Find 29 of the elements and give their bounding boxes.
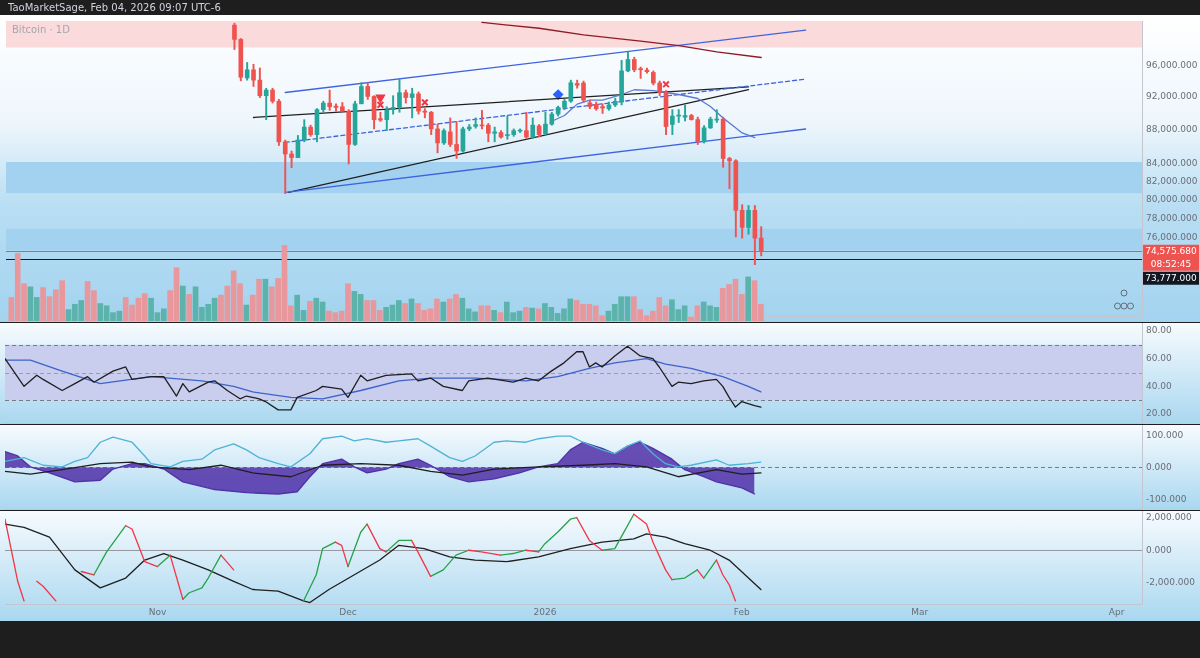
x-tick-label: 2026 (533, 606, 557, 617)
y-tick-label: 76,000.000 (1146, 231, 1198, 242)
y-tick-label: 84,000.000 (1146, 158, 1198, 169)
y-tick-label: 80.00 (1146, 325, 1173, 336)
ref-line-label: 74,575.680 (1145, 245, 1198, 256)
y-tick-label: 100.000 (1146, 429, 1184, 440)
y-tick-label: 60.00 (1146, 353, 1173, 364)
y-tick-label: 92,000.000 (1146, 91, 1198, 102)
y-tick-label: 40.00 (1146, 380, 1173, 391)
x-tick-label: Mar (911, 606, 929, 617)
x-tick-label: Feb (733, 606, 751, 617)
y-tick-label: 82,000.000 (1146, 175, 1198, 186)
chart-title: Bitcoin · 1D (12, 23, 71, 35)
ref-line-label: 73,777.000 (1145, 272, 1198, 283)
text: 08:52:45 (1150, 258, 1192, 269)
y-tick-label: -100.000 (1146, 493, 1187, 504)
y-tick-label: 20.00 (1146, 408, 1173, 419)
x-tick-label: Dec (339, 606, 357, 617)
y-tick-label: 80,000.000 (1146, 194, 1198, 205)
x-tick-label: Nov (148, 606, 167, 617)
y-tick-label: 0.000 (1146, 544, 1173, 555)
y-tick-label: 88,000.000 (1146, 123, 1198, 134)
y-tick-label: 78,000.000 (1146, 212, 1198, 223)
x-tick-label: Apr (1108, 606, 1125, 617)
y-tick-label: 96,000.000 (1146, 59, 1198, 70)
y-tick-label: -2,000.000 (1146, 577, 1196, 588)
y-tick-label: 2,000.000 (1146, 511, 1193, 522)
y-tick-label: 0.000 (1146, 461, 1173, 472)
text: TaoMarketSage, Feb 04, 2026 09:07 UTC-6 (7, 1, 222, 15)
